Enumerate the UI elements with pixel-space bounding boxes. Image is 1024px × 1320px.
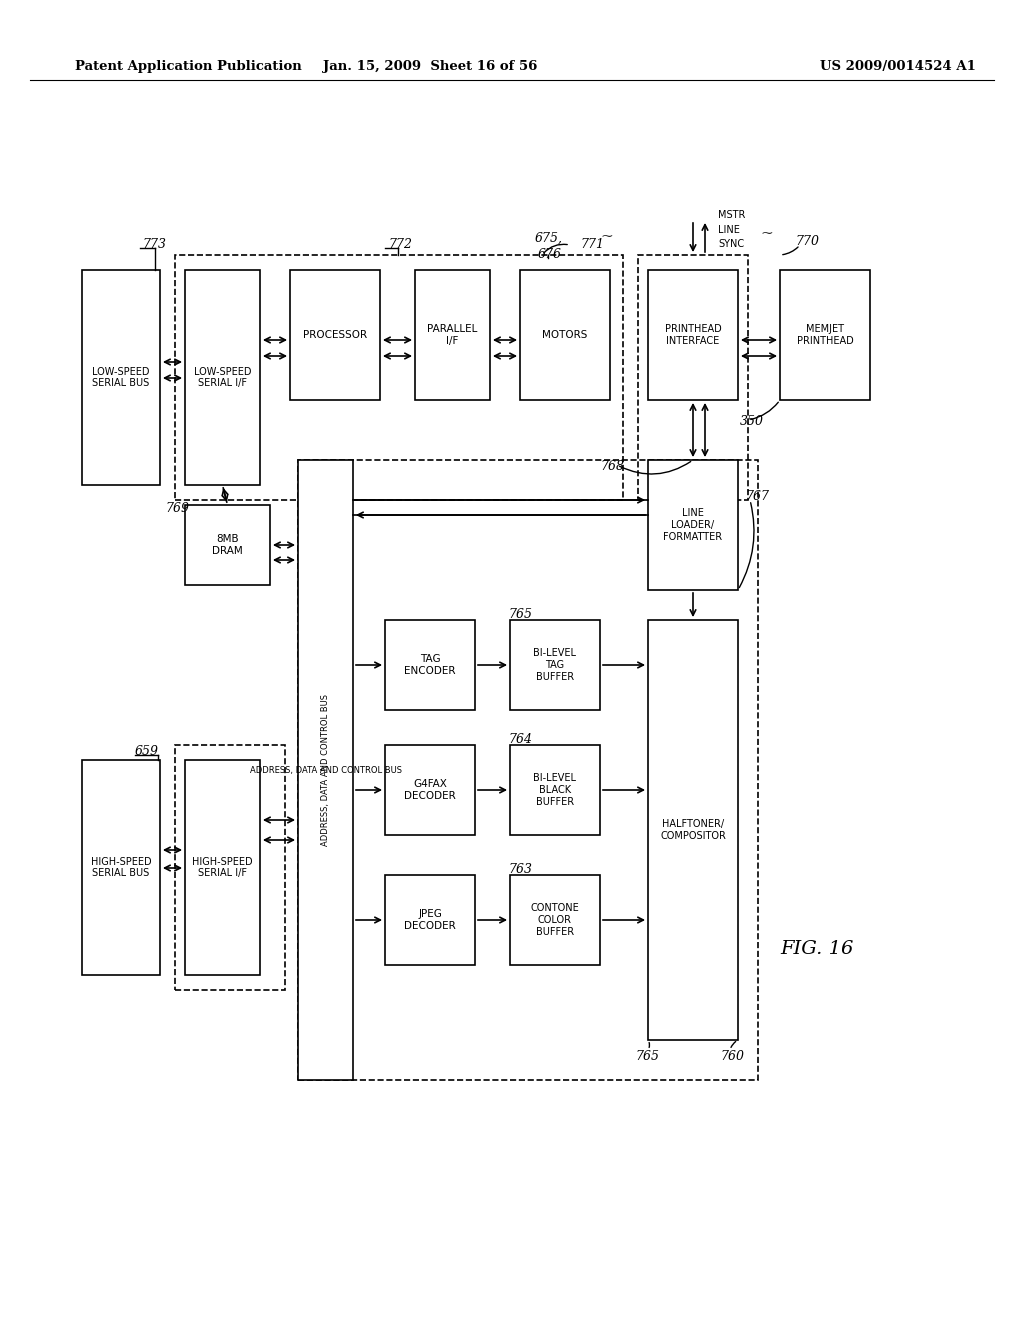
Text: 659: 659	[135, 744, 159, 758]
Text: ~: ~	[601, 230, 613, 244]
Bar	[185, 760, 260, 975]
Text: PROCESSOR: PROCESSOR	[303, 330, 367, 341]
Bar	[185, 271, 260, 484]
Bar	[510, 875, 600, 965]
Text: US 2009/0014524 A1: US 2009/0014524 A1	[820, 59, 976, 73]
Text: 675,: 675,	[535, 232, 563, 246]
Text: G4FAX
DECODER: G4FAX DECODER	[404, 779, 456, 801]
Text: 765: 765	[635, 1049, 659, 1063]
Text: LINE
LOADER/
FORMATTER: LINE LOADER/ FORMATTER	[664, 508, 723, 541]
Text: BI-LEVEL
TAG
BUFFER: BI-LEVEL TAG BUFFER	[534, 648, 577, 681]
Bar	[175, 255, 623, 500]
Bar	[298, 459, 758, 1080]
Bar	[385, 744, 475, 836]
Text: FIG. 16: FIG. 16	[780, 940, 853, 958]
Text: 760: 760	[720, 1049, 744, 1063]
Text: 771: 771	[580, 238, 604, 251]
Bar	[298, 459, 353, 1080]
Bar	[520, 271, 610, 400]
Text: SYNC: SYNC	[718, 239, 744, 249]
Text: MEMJET
PRINTHEAD: MEMJET PRINTHEAD	[797, 325, 853, 346]
Bar	[638, 255, 748, 500]
Bar	[290, 271, 380, 400]
Text: CONTONE
COLOR
BUFFER: CONTONE COLOR BUFFER	[530, 903, 580, 937]
Text: PRINTHEAD
INTERFACE: PRINTHEAD INTERFACE	[665, 325, 721, 346]
Text: BI-LEVEL
BLACK
BUFFER: BI-LEVEL BLACK BUFFER	[534, 774, 577, 807]
Bar	[510, 620, 600, 710]
Text: LINE: LINE	[718, 224, 740, 235]
Text: 764: 764	[508, 733, 532, 746]
Text: MOTORS: MOTORS	[543, 330, 588, 341]
Text: 765: 765	[508, 609, 532, 620]
Text: ADDRESS, DATA AND CONTROL BUS: ADDRESS, DATA AND CONTROL BUS	[321, 694, 330, 846]
Bar	[175, 744, 285, 990]
Bar	[648, 620, 738, 1040]
Text: PARALLEL
I/F: PARALLEL I/F	[427, 325, 477, 346]
Bar	[415, 271, 490, 400]
Text: Patent Application Publication: Patent Application Publication	[75, 59, 302, 73]
Text: TAG
ENCODER: TAG ENCODER	[404, 655, 456, 676]
Text: LOW-SPEED
SERIAL I/F: LOW-SPEED SERIAL I/F	[194, 367, 251, 388]
Text: 763: 763	[508, 863, 532, 876]
Bar	[82, 760, 160, 975]
Text: 350: 350	[740, 414, 764, 428]
Text: MSTR: MSTR	[718, 210, 745, 220]
Text: HIGH-SPEED
SERIAL I/F: HIGH-SPEED SERIAL I/F	[193, 857, 253, 878]
Bar	[82, 271, 160, 484]
Text: 768: 768	[600, 459, 624, 473]
Text: LOW-SPEED
SERIAL BUS: LOW-SPEED SERIAL BUS	[92, 367, 150, 388]
Bar	[385, 875, 475, 965]
Bar	[648, 459, 738, 590]
Text: ADDRESS, DATA AND CONTROL BUS: ADDRESS, DATA AND CONTROL BUS	[250, 766, 401, 775]
Bar	[780, 271, 870, 400]
Bar	[385, 620, 475, 710]
Text: ~: ~	[761, 227, 773, 242]
Text: 772: 772	[388, 238, 412, 251]
Text: HIGH-SPEED
SERIAL BUS: HIGH-SPEED SERIAL BUS	[91, 857, 152, 878]
Text: 773: 773	[142, 238, 166, 251]
Text: HALFTONER/
COMPOSITOR: HALFTONER/ COMPOSITOR	[660, 820, 726, 841]
Bar	[510, 744, 600, 836]
Bar	[185, 506, 270, 585]
Text: JPEG
DECODER: JPEG DECODER	[404, 909, 456, 931]
Text: 767: 767	[745, 490, 769, 503]
Text: 769: 769	[165, 502, 189, 515]
Text: 676: 676	[538, 248, 562, 261]
Text: 770: 770	[795, 235, 819, 248]
Text: 8MB
DRAM: 8MB DRAM	[212, 535, 243, 556]
Bar	[648, 271, 738, 400]
Text: Jan. 15, 2009  Sheet 16 of 56: Jan. 15, 2009 Sheet 16 of 56	[323, 59, 538, 73]
